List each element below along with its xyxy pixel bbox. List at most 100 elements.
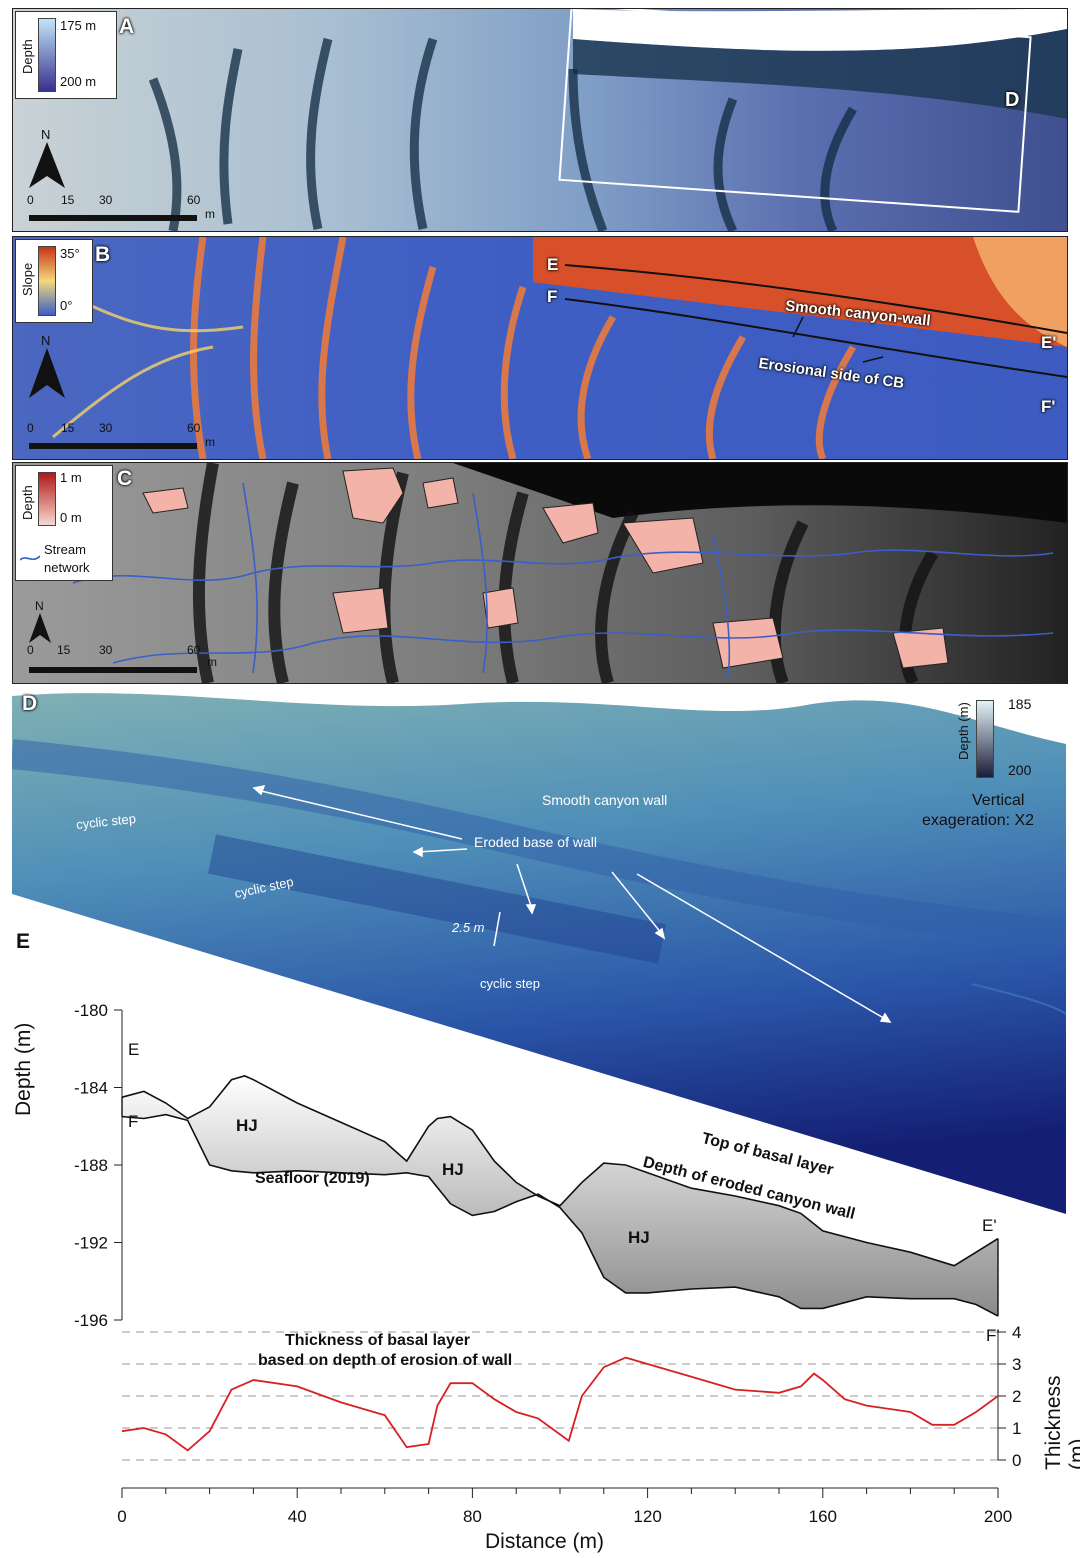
label-e-prime: E' <box>982 1216 997 1235</box>
network-label: network <box>44 560 90 575</box>
panel-letter: B <box>95 243 111 266</box>
thickness-tick-label: 0 <box>1012 1451 1021 1470</box>
slope-color-bar <box>38 246 56 316</box>
x-tick-label: 120 <box>633 1507 661 1526</box>
stream-label: Stream <box>44 542 86 557</box>
y-tick-label: -188 <box>74 1156 108 1175</box>
scale-label: 60 <box>187 193 201 207</box>
label-f: F <box>547 287 558 306</box>
legend-title: Slope <box>20 262 35 296</box>
panel-a-terrain <box>148 9 1067 231</box>
scale-unit: m <box>205 435 215 449</box>
top-basal-layer-line <box>121 1075 999 1267</box>
label-e: E <box>128 1040 140 1059</box>
scale-label: 30 <box>99 421 113 435</box>
hj-label: HJ <box>236 1116 258 1135</box>
north-arrow-icon: N <box>29 599 51 648</box>
depth-legend: Depth (m) 185 200 <box>956 696 1056 786</box>
eroded-base-label: Eroded base of wall <box>474 834 597 850</box>
legend-bottom-value: 200 m <box>60 74 97 89</box>
scale-bar-graphic <box>29 215 197 221</box>
legend-top-value: 35° <box>60 246 80 261</box>
scale-label: 30 <box>99 193 113 207</box>
y-axis-label: Depth (m) <box>12 1022 35 1116</box>
x-tick-label: 80 <box>463 1507 482 1526</box>
panel-b-terrain <box>52 237 1067 459</box>
panel-d-3d-view: D Depth (m) 185 200 Vertical exageration… <box>12 684 1066 1244</box>
hj-fill-region <box>122 1075 998 1317</box>
north-label: N <box>35 599 44 613</box>
thickness-tick-label: 1 <box>1012 1419 1021 1438</box>
hj-label: HJ <box>442 1160 464 1179</box>
x-axis-label: Distance (m) <box>485 1530 605 1553</box>
scale-bar-graphic <box>29 443 197 449</box>
scale-label: 60 <box>187 421 201 435</box>
scale-label: 15 <box>61 193 75 207</box>
depth-legend: Depth 175 m 200 m <box>15 11 117 99</box>
panel-c-terrain <box>72 463 1067 683</box>
depth-color-bar <box>38 18 56 92</box>
legend-top-value: 1 m <box>60 470 82 485</box>
vertical-scale-label: 2.5 m <box>452 920 485 935</box>
depth-color-bar <box>976 700 994 778</box>
box-d-label: D <box>1005 89 1020 111</box>
vertical-exaggeration-value: exageration: X2 <box>922 812 1035 829</box>
label-f: F <box>128 1112 139 1131</box>
thickness-tick-label: 3 <box>1012 1355 1021 1374</box>
x-tick-label: 40 <box>288 1507 307 1526</box>
panel-letter: C <box>117 467 133 490</box>
smooth-canyon-wall-label: Smooth canyon wall <box>542 792 668 808</box>
thickness-axis-label: Thickness (m) <box>1042 1375 1080 1470</box>
panel-a-bathymetry-map: Depth 175 m 200 m A N 0 15 30 60 m D <box>12 8 1068 232</box>
scale-label: 30 <box>99 643 113 657</box>
scale-label: 15 <box>57 643 71 657</box>
panel-letter: A <box>119 15 135 38</box>
x-tick-label: 0 <box>117 1507 126 1526</box>
seafloor-line <box>121 1113 999 1317</box>
vertical-exaggeration-label: Vertical <box>972 792 1025 809</box>
panel-c-depression-map: Depth 1 m 0 m Stream network C N 0 15 30… <box>12 462 1068 684</box>
thickness-tick-label: 2 <box>1012 1387 1021 1406</box>
label-e: E <box>547 255 559 274</box>
stream-line-icon <box>20 555 40 561</box>
scale-unit: m <box>205 207 215 221</box>
hj-label: HJ <box>628 1228 650 1247</box>
label-f-prime: F' <box>986 1326 1000 1345</box>
thickness-title-2: based on depth of erosion of wall <box>258 1352 513 1369</box>
scale-label: 0 <box>27 643 34 657</box>
thickness-tick-label: 4 <box>1012 1323 1021 1342</box>
legend-bottom-value: 0 m <box>60 510 82 525</box>
y-tick-label: -196 <box>74 1311 108 1330</box>
x-tick-label: 200 <box>984 1507 1012 1526</box>
scale-bar-graphic <box>29 667 197 673</box>
north-arrow-icon: N <box>29 333 65 403</box>
thickness-title-1: Thickness of basal layer <box>285 1332 470 1349</box>
north-label: N <box>41 127 51 142</box>
label-e-prime: E' <box>1041 333 1057 352</box>
y-tick-label: -184 <box>74 1079 108 1098</box>
cyclic-step-label: cyclic step <box>480 976 540 991</box>
legend-bottom-value: 200 <box>1008 762 1032 778</box>
seafloor-label: Seafloor (2019) <box>255 1170 370 1187</box>
x-tick-label: 160 <box>809 1507 837 1526</box>
legend-title: Depth <box>20 39 35 74</box>
legend-title: Depth (m) <box>956 702 971 760</box>
north-arrow-icon: N <box>29 127 65 193</box>
north-label: N <box>41 333 51 348</box>
panel-b-slope-map: Slope 35° 0° B N 0 15 30 60 m E F E' F' … <box>12 236 1068 460</box>
y-tick-label: -180 <box>74 1001 108 1020</box>
scale-unit: m <box>207 655 217 669</box>
legend-bottom-value: 0° <box>60 298 73 313</box>
legend-title: Depth <box>20 485 35 520</box>
depression-color-bar <box>38 472 56 526</box>
panel-letter: D <box>22 692 38 715</box>
slope-legend: Slope 35° 0° <box>15 239 93 323</box>
panel-d-terrain <box>12 693 1066 1214</box>
scale-label: 60 <box>187 643 201 657</box>
scale-label: 0 <box>27 193 34 207</box>
legend-top-value: 185 <box>1008 696 1032 712</box>
scale-label: 0 <box>27 421 34 435</box>
scale-label: 15 <box>61 421 75 435</box>
thickness-line <box>121 1356 999 1452</box>
